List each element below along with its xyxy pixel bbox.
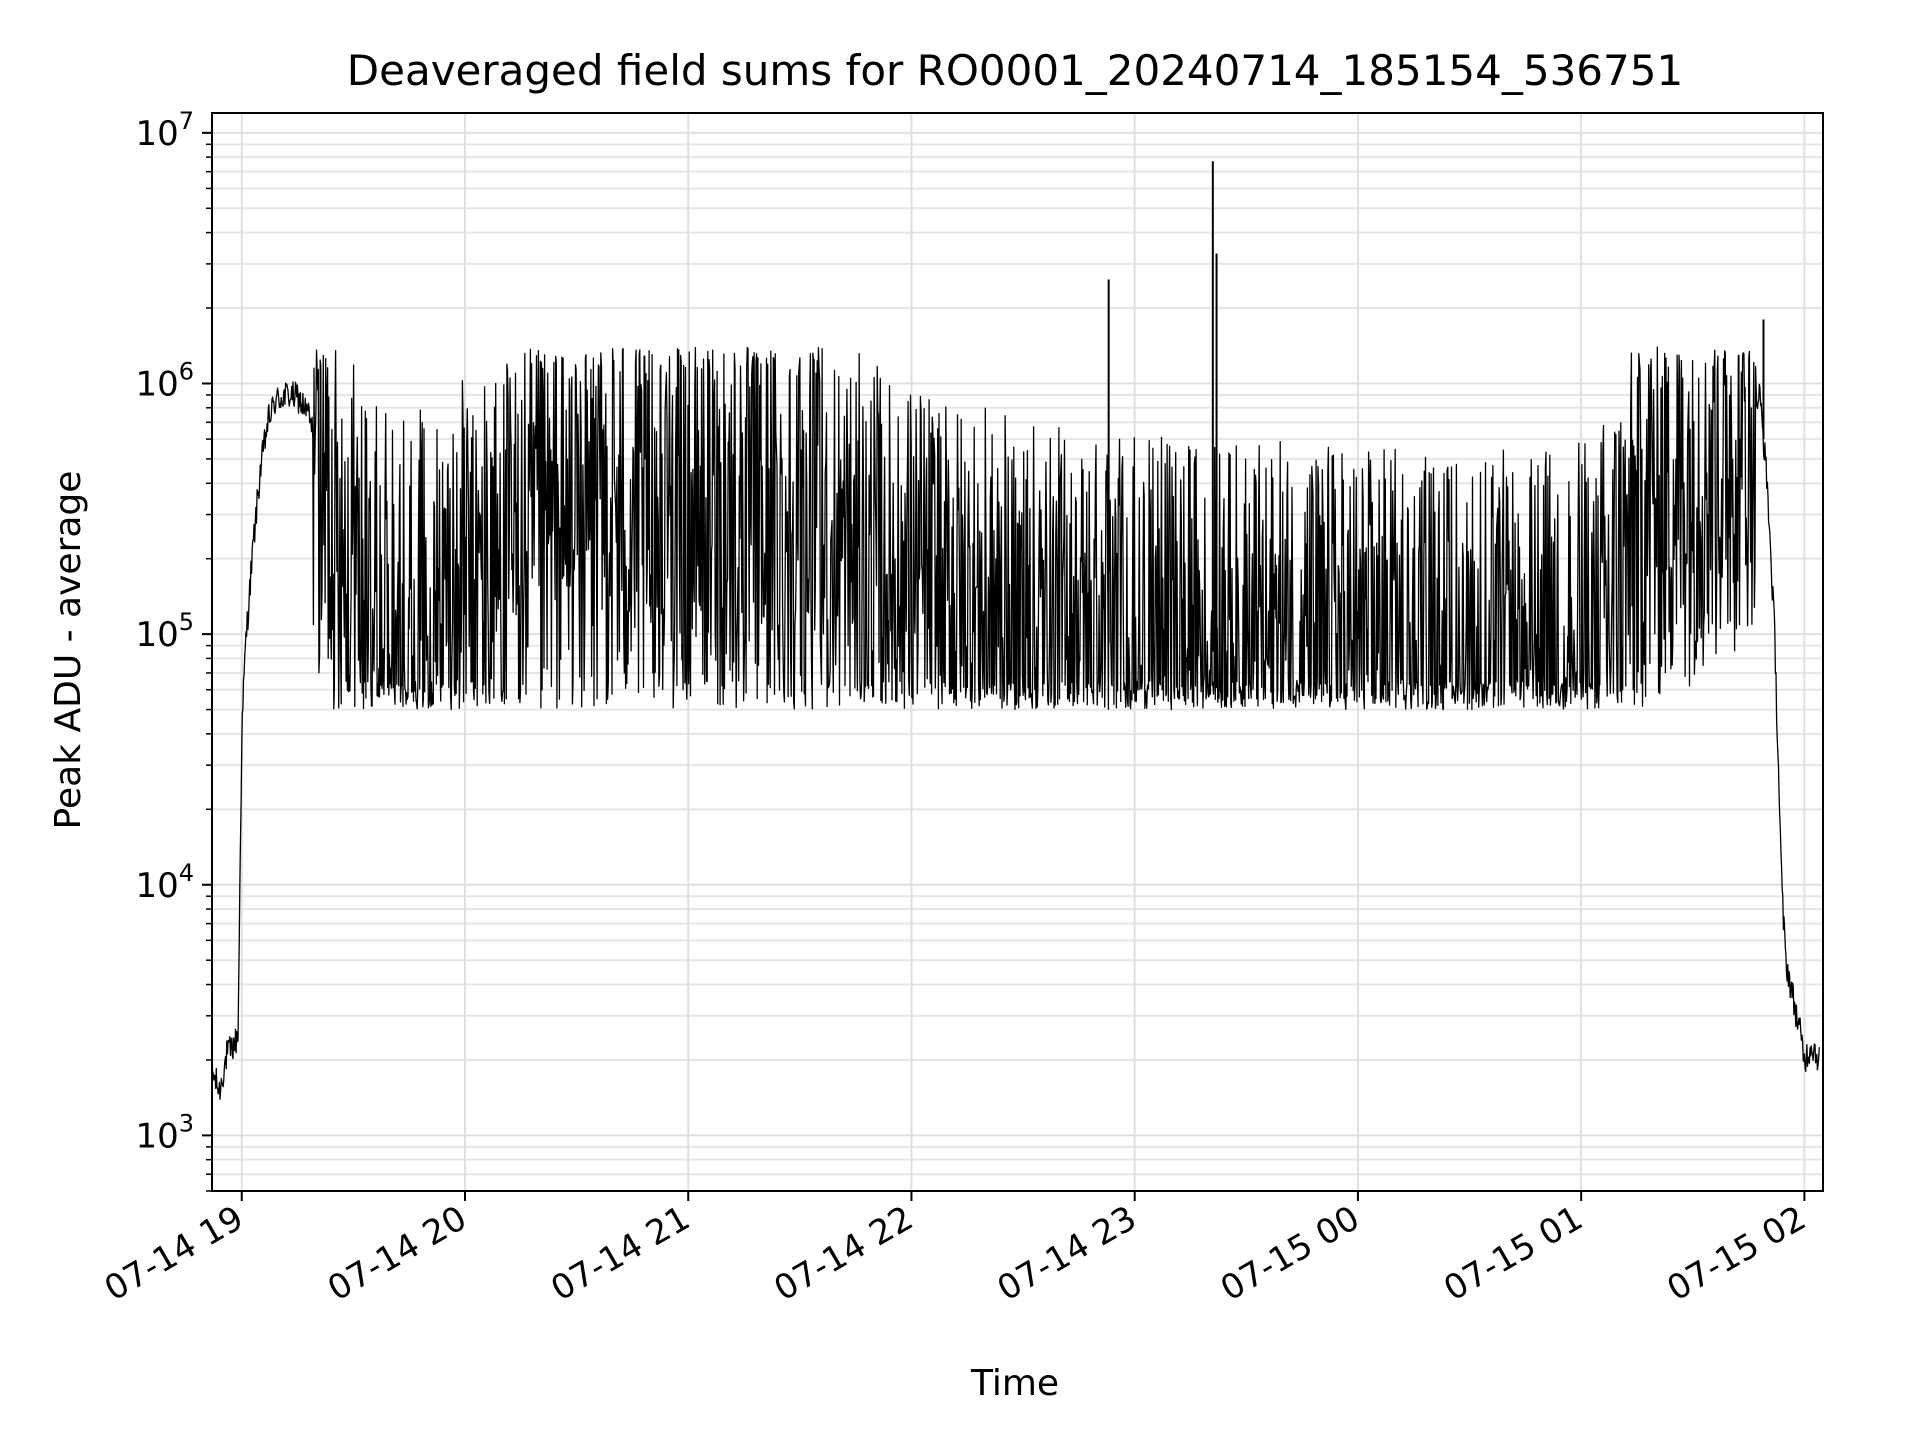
y-tick-label: 105 xyxy=(135,608,194,655)
y-tick-label: 104 xyxy=(135,859,194,906)
y-tick-label: 107 xyxy=(135,107,194,154)
series-layer xyxy=(211,161,1820,1100)
y-axis-ticks: 103 104 105 106 107 xyxy=(135,107,212,1192)
y-tick-label: 103 xyxy=(135,1109,194,1156)
chart-title: Deaveraged field sums for RO0001_2024071… xyxy=(347,46,1683,95)
y-tick-label: 106 xyxy=(135,357,194,404)
plot-frame xyxy=(211,112,1824,1192)
series-line xyxy=(211,346,1820,1100)
x-axis-label: Time xyxy=(970,1363,1059,1404)
y-axis-label: Peak ADU - average xyxy=(48,471,89,830)
